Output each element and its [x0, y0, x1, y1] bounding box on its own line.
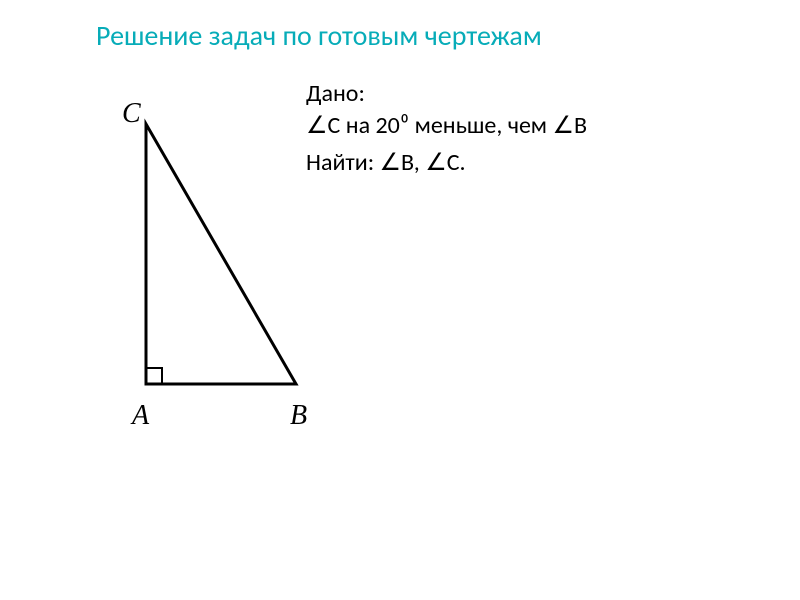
triangle-shape — [146, 124, 296, 384]
vertex-label-c: C — [122, 98, 141, 129]
vertex-label-b: B — [290, 400, 307, 431]
right-angle-marker — [146, 368, 162, 384]
find-text: ∠B, ∠С. — [374, 148, 465, 177]
slide-title: Решение задач по готовым чертежам — [96, 18, 542, 53]
triangle-diagram: C A B — [92, 94, 352, 454]
vertex-label-a: A — [130, 400, 150, 431]
